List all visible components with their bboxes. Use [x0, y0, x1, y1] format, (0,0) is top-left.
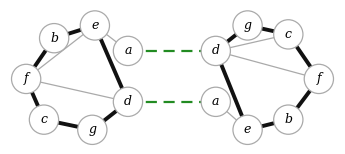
Text: c: c	[40, 113, 48, 126]
Text: b: b	[50, 32, 58, 45]
Circle shape	[274, 20, 303, 49]
Text: f: f	[317, 72, 321, 85]
Circle shape	[201, 87, 230, 116]
Text: e: e	[244, 123, 251, 136]
Text: d: d	[124, 95, 132, 108]
Text: c: c	[285, 28, 292, 41]
Text: b: b	[284, 113, 292, 126]
Circle shape	[304, 64, 334, 93]
Circle shape	[233, 115, 262, 144]
Text: d: d	[212, 44, 220, 57]
Circle shape	[29, 105, 59, 134]
Circle shape	[201, 36, 230, 66]
Text: g: g	[88, 123, 96, 136]
Text: a: a	[212, 95, 219, 108]
Circle shape	[78, 115, 107, 144]
Circle shape	[11, 64, 41, 93]
Circle shape	[40, 24, 69, 53]
Circle shape	[113, 36, 142, 66]
Circle shape	[113, 87, 142, 116]
Circle shape	[233, 11, 262, 40]
Circle shape	[274, 105, 303, 134]
Text: f: f	[24, 72, 28, 85]
Text: a: a	[124, 44, 132, 57]
Text: e: e	[91, 19, 99, 32]
Circle shape	[80, 11, 109, 40]
Text: g: g	[244, 19, 252, 32]
